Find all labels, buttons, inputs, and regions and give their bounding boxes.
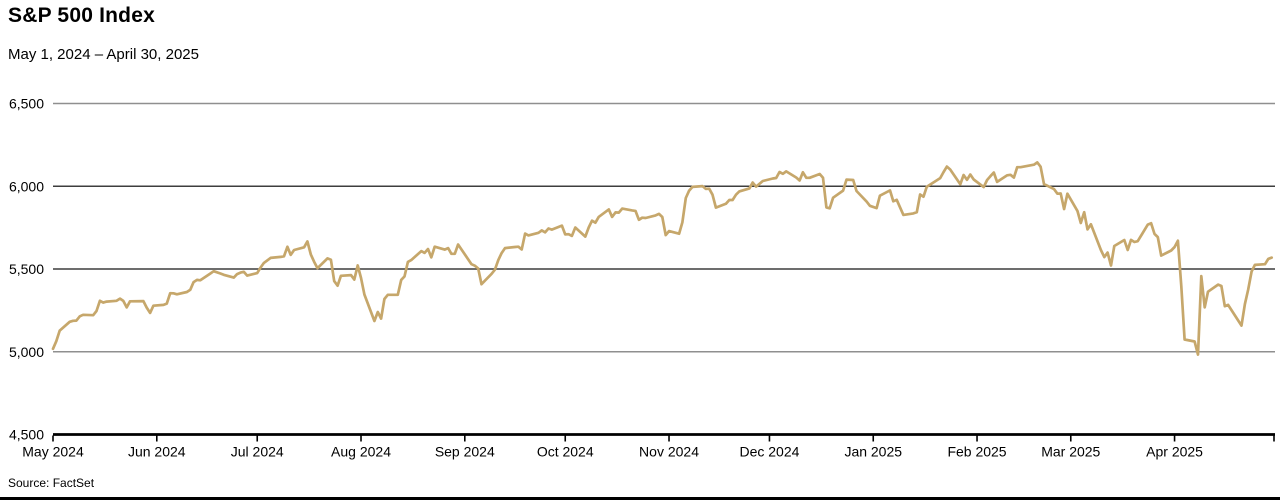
y-axis-label: 5,500 (9, 261, 44, 277)
x-axis-label: Jan 2025 (844, 444, 902, 460)
bottom-border-bar (0, 497, 1280, 500)
source-note: Source: FactSet (8, 476, 95, 490)
x-axis-label: Jul 2024 (231, 444, 284, 460)
x-axis-label: Sep 2024 (435, 444, 495, 460)
x-axis-label: May 2024 (22, 444, 84, 460)
x-axis-label: Jun 2024 (128, 444, 186, 460)
x-axis-label: Mar 2025 (1041, 444, 1100, 460)
page-title: S&P 500 Index (8, 4, 155, 27)
x-axis-label: Dec 2024 (739, 444, 799, 460)
chart-subtitle: May 1, 2024 – April 30, 2025 (8, 46, 199, 63)
y-axis-label: 5,000 (9, 344, 44, 360)
sp500-price-line (51, 161, 1274, 356)
x-axis-label: Nov 2024 (639, 444, 699, 460)
x-axis-label: Aug 2024 (331, 444, 391, 460)
y-axis-label: 6,500 (9, 96, 44, 112)
x-axis-label: Apr 2025 (1146, 444, 1203, 460)
y-axis-label: 6,000 (9, 178, 44, 194)
x-axis-label: Oct 2024 (537, 444, 594, 460)
x-axis-label: Feb 2025 (947, 444, 1006, 460)
y-axis-label: 4,500 (9, 427, 44, 443)
